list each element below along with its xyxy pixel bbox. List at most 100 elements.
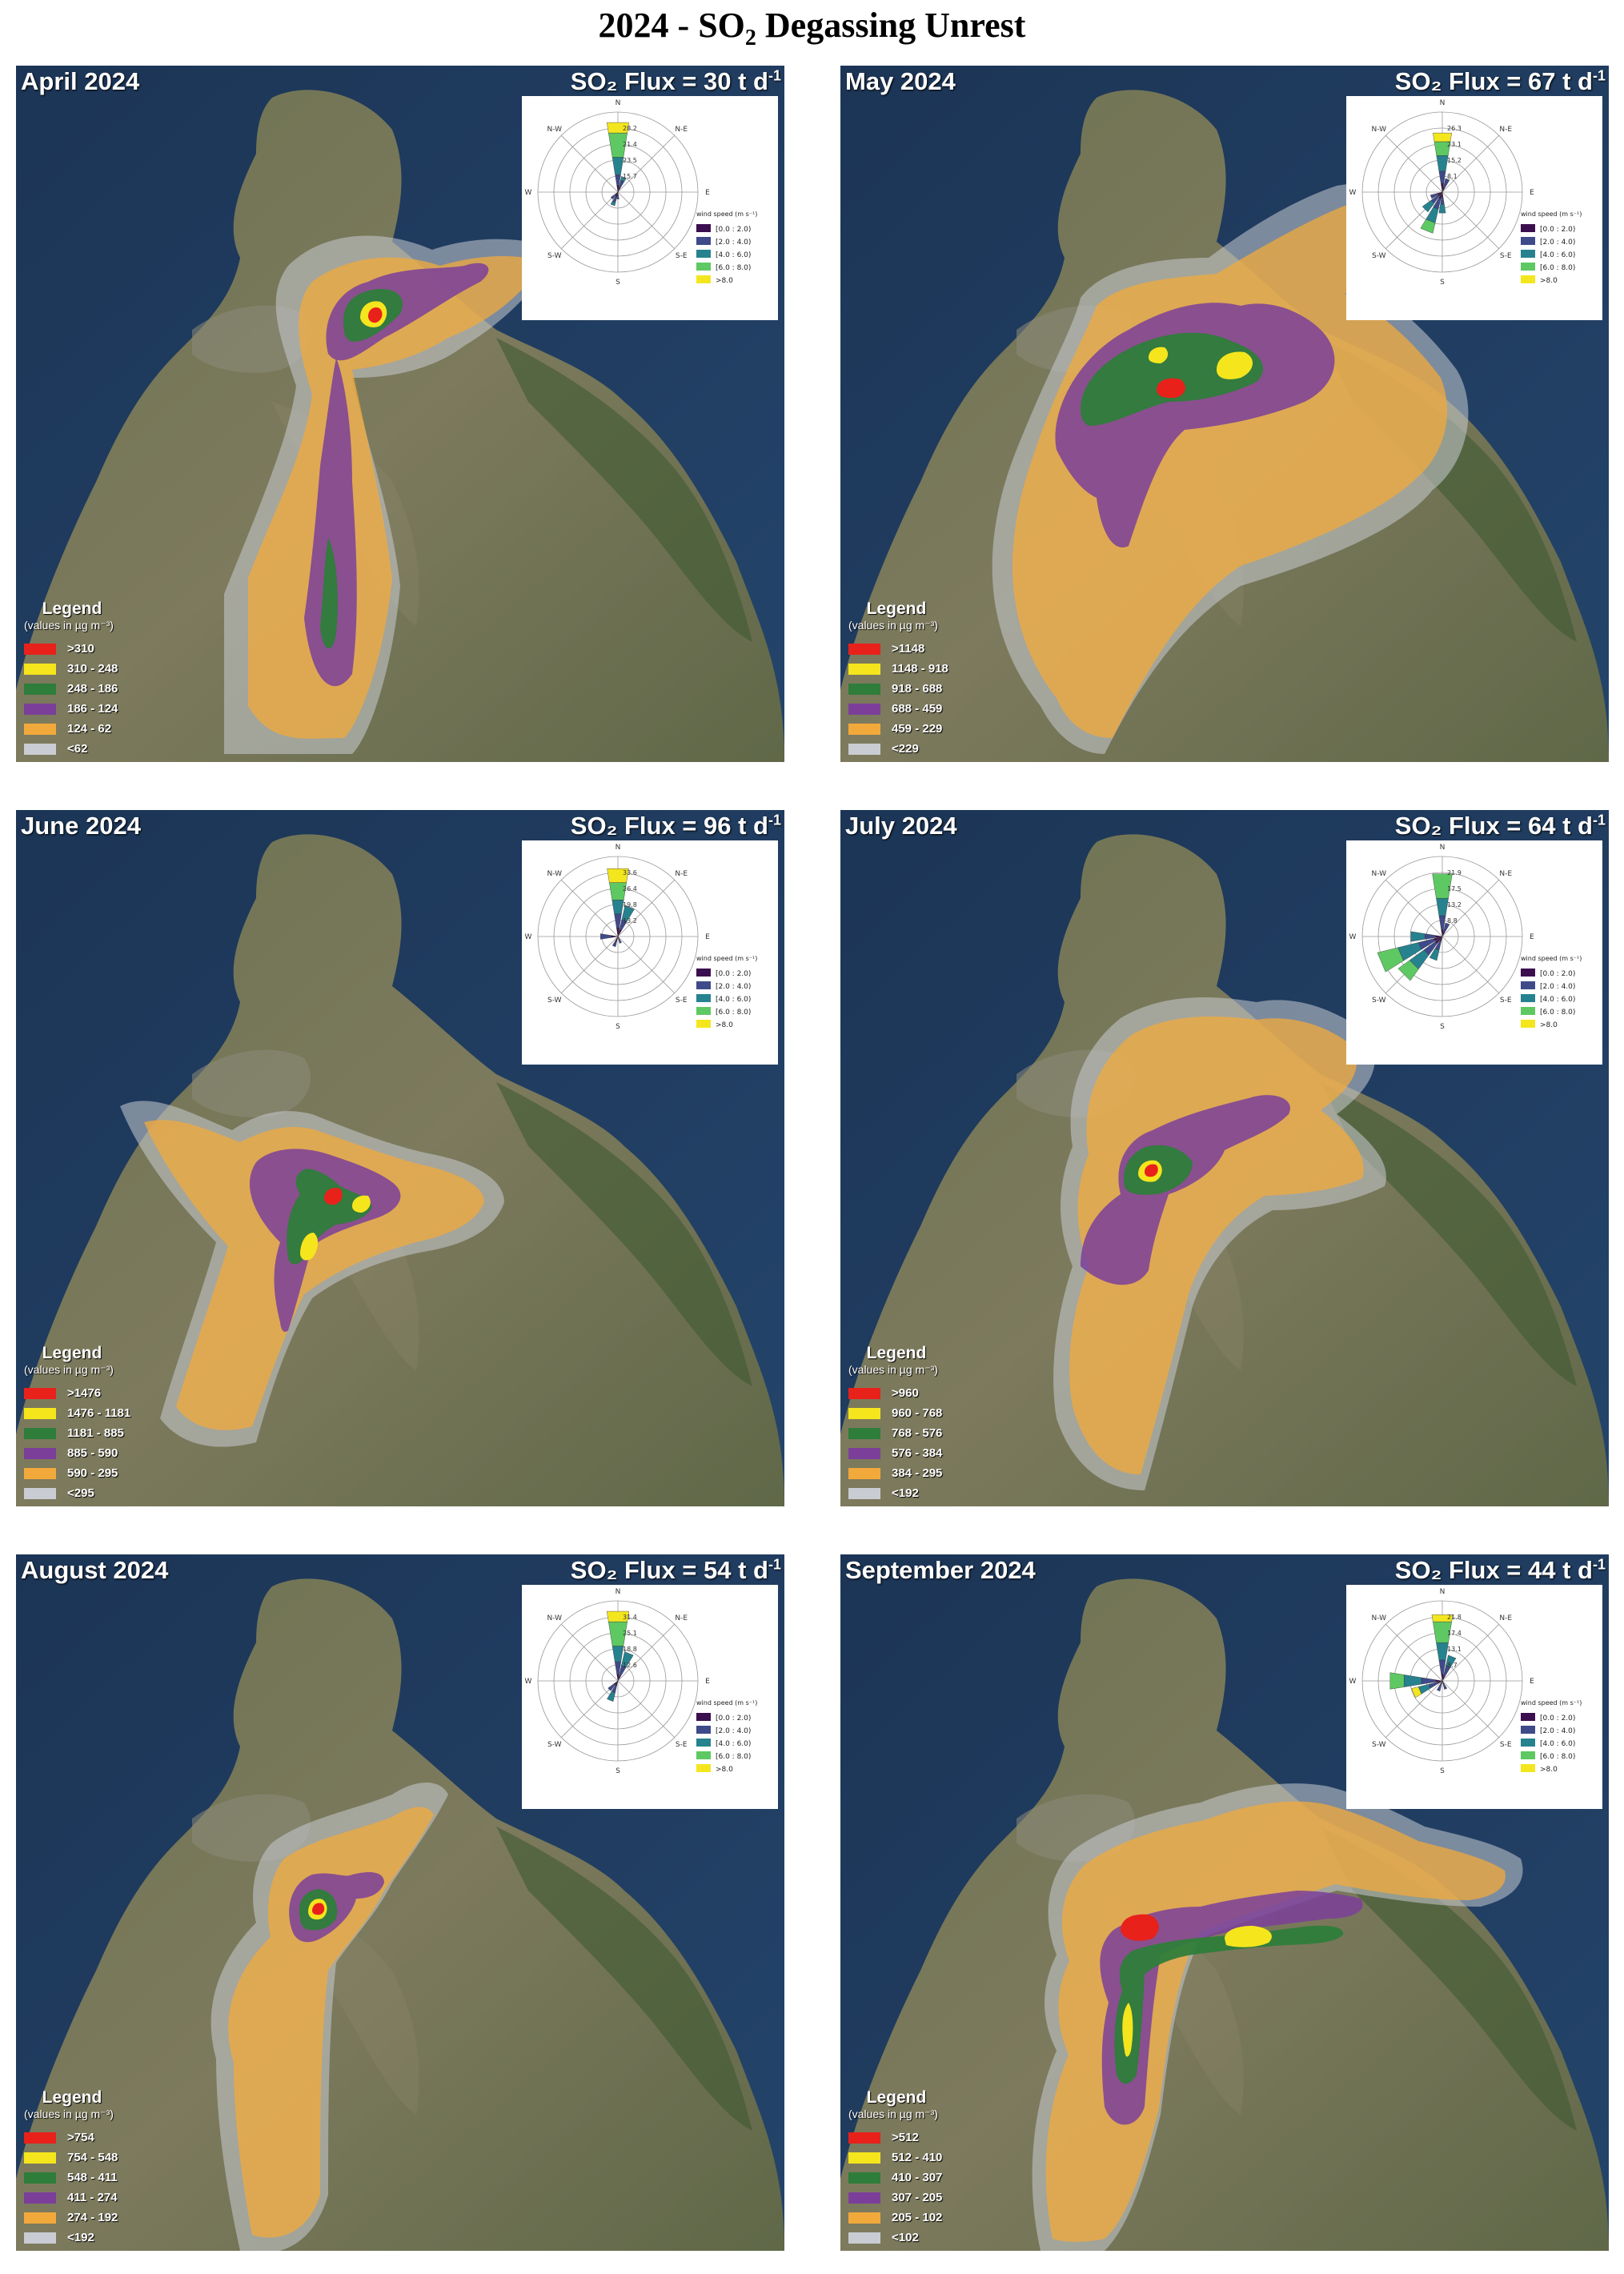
legend-row: 310 - 248 [24,659,160,679]
wind-rose: 28.2 21.4 23.5 15.7 N N-E E S-E S S-W W N-W wind spe… [525,99,758,287]
legend-swatch [848,743,880,755]
wind-legend-swatch [1521,994,1535,1002]
legend-row: 960 - 768 [848,1403,984,1423]
wind-legend-label: [4.0 : 6.0) [716,251,751,259]
rose-tick-label: 25.1 [623,1630,637,1637]
legend-swatch [24,663,56,675]
wind-legend-label: [6.0 : 8.0) [1540,1753,1575,1761]
rose-petal [1433,132,1452,142]
rose-tick-label: 26.4 [623,885,637,892]
compass-label: S-W [1372,997,1386,1005]
wind-legend-label: >8.0 [1540,277,1558,285]
legend-label: 186 - 124 [67,702,118,716]
compass-label: S-W [1372,1741,1386,1749]
rose-petal [1425,933,1436,940]
legend-row: 512 - 410 [848,2148,984,2168]
legend-label: >512 [892,2131,919,2144]
legend-swatch [848,1387,880,1399]
rose-petal [1403,1674,1422,1687]
panel-month-label: May 2024 [845,67,956,95]
compass-label: N [616,844,621,852]
panel-month-label: August 2024 [21,1556,169,1584]
legend-label: 754 - 548 [67,2151,118,2164]
legend-label: <62 [67,742,88,756]
wind-legend-swatch [1521,1020,1535,1028]
rose-tick-label: 13.2 [623,917,637,924]
legend-row: 918 - 688 [848,679,984,699]
rose-petal [1443,922,1450,932]
wind-legend-swatch [696,981,711,989]
legend-swatch [848,1467,880,1479]
legend-label: >1476 [67,1386,102,1400]
rose-petal [1436,1683,1442,1692]
compass-label: N-E [1499,126,1512,134]
wind-legend-label: [2.0 : 4.0) [716,983,751,991]
compass-label: S-E [676,252,688,260]
legend-row: >512 [848,2128,984,2148]
wind-legend-swatch [696,1020,711,1028]
so2-plume [211,1783,448,2251]
rose-tick-label: 26.3 [1447,125,1462,132]
legend-label: 688 - 459 [892,702,943,716]
rose-tick-label: 33.6 [623,869,637,876]
legend-label: >1148 [892,642,925,656]
legend-swatch [848,663,880,675]
legend-swatch [848,2232,880,2244]
map-panel-july: July 2024 SO₂ Flux = 64 t d-1 21.9 17.5 13… [840,810,1609,1506]
panel-month-label: June 2024 [21,812,141,840]
rose-tick-label: 12.6 [623,1662,637,1669]
legend-row: 1148 - 918 [848,659,984,679]
map-panel-may: May 2024 SO₂ Flux = 67 t d-1 26.3 23.1 15.… [840,66,1609,762]
wind-legend-swatch [1521,981,1535,989]
wind-legend-label: [2.0 : 4.0) [716,1727,751,1735]
rose-petal [1431,1614,1454,1622]
wind-rose-box: 21.9 17.5 13.2 8.8 N N-E E S-E S S-W W N-W wind spee… [1346,840,1602,1065]
wind-legend-swatch [696,1713,711,1721]
wind-legend-swatch [696,1751,711,1759]
compass-label: S [616,1023,620,1031]
legend-label: >754 [67,2131,94,2144]
legend-subtitle: (values in µg m⁻³) [24,2108,114,2120]
compass-label: S [616,279,620,287]
legend-swatch [24,1487,56,1499]
legend-label: <192 [67,2231,94,2244]
legend-swatch [848,2132,880,2144]
wind-rose: 21.9 17.5 13.2 8.8 N N-E E S-E S S-W W N-W wind spee… [1349,844,1582,1031]
legend-label: <295 [67,1486,94,1500]
concentration-legend: Legend (values in µg m⁻³) >754 754 - 548 5… [24,2088,160,2248]
legend-label: 248 - 186 [67,682,118,696]
legend-swatch [24,723,56,735]
legend-row: 688 - 459 [848,699,984,719]
wind-legend-title: wind speed (m s⁻¹) [696,955,757,962]
wind-legend-label: >8.0 [716,1766,733,1774]
compass-label: E [705,933,710,941]
wind-legend-label: [2.0 : 4.0) [1540,1727,1575,1735]
rose-tick-label: 21.9 [1447,869,1462,876]
legend-row: >754 [24,2128,160,2148]
legend-title: Legend [42,1344,102,1362]
wind-legend-label: >8.0 [1540,1021,1558,1029]
legend-row: 754 - 548 [24,2148,160,2168]
wind-legend-label: [4.0 : 6.0) [1540,1740,1575,1748]
so2-flux-label: SO₂ Flux = 30 t d-1 [570,67,781,95]
compass-label: N-W [1372,1614,1387,1622]
compass-label: S [1440,1023,1445,1031]
legend-swatch [848,1487,880,1499]
legend-title: Legend [866,1344,927,1362]
compass-label: S-W [1372,252,1386,260]
rose-petal [1442,1683,1448,1690]
legend-swatch [24,643,56,655]
rose-petal [612,940,617,948]
wind-legend-label: [6.0 : 8.0) [716,1009,751,1017]
so2-plume [224,235,560,755]
compass-label: N-E [675,870,688,878]
compass-label: N [1440,99,1446,107]
wind-legend-title: wind speed (m s⁻¹) [1521,1699,1582,1707]
panel-month-label: April 2024 [21,67,140,95]
legend-subtitle: (values in µg m⁻³) [848,1363,938,1376]
compass-label: N [616,1588,621,1596]
legend-label: 459 - 229 [892,722,943,736]
legend-row: <102 [848,2228,984,2248]
wind-legend-label: [0.0 : 2.0) [716,226,751,234]
concentration-legend: Legend (values in µg m⁻³) >1148 1148 - 91… [848,600,984,759]
